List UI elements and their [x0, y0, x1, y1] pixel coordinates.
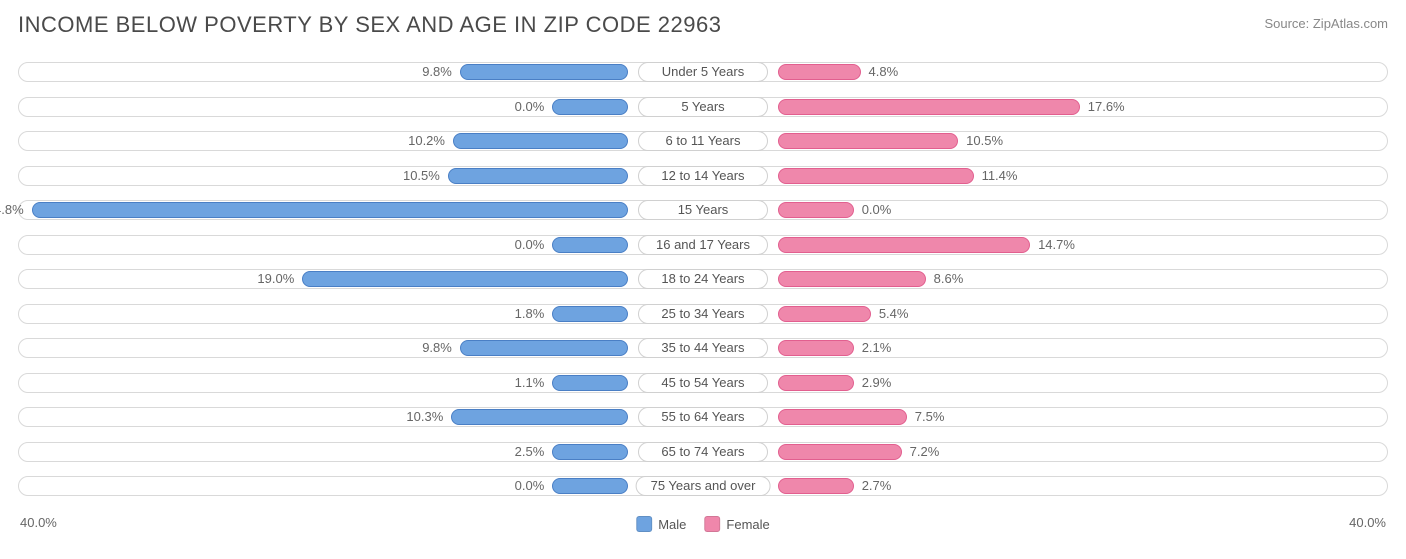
female-value: 4.8% [869, 62, 899, 82]
male-value: 19.0% [257, 269, 294, 289]
female-bar [778, 237, 1030, 253]
female-value: 11.4% [982, 166, 1018, 186]
female-bar [778, 409, 906, 425]
female-swatch-icon [704, 516, 720, 532]
female-value: 2.1% [862, 338, 892, 358]
female-value: 5.4% [879, 304, 909, 324]
male-value: 1.8% [515, 304, 545, 324]
chart-row: Under 5 Years 9.8% 4.8% [18, 56, 1388, 88]
age-group-label: 18 to 24 Years [638, 269, 768, 289]
age-group-label: 75 Years and over [636, 476, 771, 496]
chart-row: 25 to 34 Years 1.8% 5.4% [18, 298, 1388, 330]
male-bar [453, 133, 628, 149]
male-value: 10.3% [406, 407, 443, 427]
female-value: 17.6% [1088, 97, 1125, 117]
male-value: 10.2% [408, 131, 445, 151]
male-swatch-icon [636, 516, 652, 532]
female-value: 14.7% [1038, 235, 1075, 255]
chart-row: 75 Years and over 0.0% 2.7% [18, 470, 1388, 502]
male-value: 9.8% [422, 338, 452, 358]
male-bar [460, 340, 628, 356]
male-bar [448, 168, 628, 184]
male-value: 9.8% [422, 62, 452, 82]
female-bar [778, 168, 973, 184]
male-value: 0.0% [515, 97, 545, 117]
male-bar [460, 64, 628, 80]
female-value: 2.9% [862, 373, 892, 393]
legend-female-label: Female [726, 517, 769, 532]
age-group-label: 12 to 14 Years [638, 166, 768, 186]
male-bar [552, 444, 627, 460]
chart-row: 18 to 24 Years 19.0% 8.6% [18, 263, 1388, 295]
chart-title: INCOME BELOW POVERTY BY SEX AND AGE IN Z… [18, 12, 721, 38]
age-group-label: 35 to 44 Years [638, 338, 768, 358]
male-value: 34.8% [0, 200, 24, 220]
male-bar [552, 375, 627, 391]
age-group-label: 45 to 54 Years [638, 373, 768, 393]
age-group-label: 55 to 64 Years [638, 407, 768, 427]
female-value: 7.5% [915, 407, 945, 427]
age-group-label: 6 to 11 Years [638, 131, 768, 151]
male-value: 0.0% [515, 476, 545, 496]
age-group-label: 65 to 74 Years [638, 442, 768, 462]
female-value: 8.6% [934, 269, 964, 289]
legend: Male Female [636, 516, 770, 532]
age-group-label: 15 Years [638, 200, 768, 220]
female-value: 10.5% [966, 131, 1003, 151]
female-bar [778, 99, 1079, 115]
male-value: 2.5% [515, 442, 545, 462]
male-bar [302, 271, 627, 287]
axis-max-left: 40.0% [20, 515, 57, 530]
chart-row: 45 to 54 Years 1.1% 2.9% [18, 367, 1388, 399]
legend-item-male: Male [636, 516, 686, 532]
male-bar [552, 306, 627, 322]
female-value: 2.7% [862, 476, 892, 496]
female-bar [778, 133, 958, 149]
age-group-label: 16 and 17 Years [638, 235, 768, 255]
chart-row: 55 to 64 Years 10.3% 7.5% [18, 401, 1388, 433]
male-value: 10.5% [403, 166, 440, 186]
chart-row: 5 Years 0.0% 17.6% [18, 91, 1388, 123]
male-value: 1.1% [515, 373, 545, 393]
male-bar [552, 237, 627, 253]
chart-row: 12 to 14 Years 10.5% 11.4% [18, 160, 1388, 192]
male-bar [32, 202, 628, 218]
female-value: 0.0% [862, 200, 892, 220]
chart-source: Source: ZipAtlas.com [1264, 16, 1388, 31]
female-bar [778, 444, 901, 460]
diverging-bar-chart: Under 5 Years 9.8% 4.8% 5 Years 0.0% 17.6% 6 t… [18, 56, 1388, 502]
chart-row: 65 to 74 Years 2.5% 7.2% [18, 436, 1388, 468]
legend-male-label: Male [658, 517, 686, 532]
male-bar [451, 409, 627, 425]
age-group-label: Under 5 Years [638, 62, 768, 82]
female-bar [778, 306, 870, 322]
female-bar [778, 202, 853, 218]
chart-row: 6 to 11 Years 10.2% 10.5% [18, 125, 1388, 157]
chart-row: 16 and 17 Years 0.0% 14.7% [18, 229, 1388, 261]
male-bar [552, 99, 627, 115]
chart-row: 35 to 44 Years 9.8% 2.1% [18, 332, 1388, 364]
chart-row: 15 Years34.8%0.0% [18, 194, 1388, 226]
male-bar [552, 478, 627, 494]
female-bar [778, 375, 853, 391]
male-value: 0.0% [515, 235, 545, 255]
chart-footer: 40.0% Male Female 40.0% [18, 506, 1388, 534]
female-bar [778, 271, 925, 287]
female-bar [778, 478, 853, 494]
legend-item-female: Female [704, 516, 769, 532]
axis-max-right: 40.0% [1349, 515, 1386, 530]
female-value: 7.2% [910, 442, 940, 462]
age-group-label: 25 to 34 Years [638, 304, 768, 324]
female-bar [778, 64, 860, 80]
age-group-label: 5 Years [638, 97, 768, 117]
female-bar [778, 340, 853, 356]
